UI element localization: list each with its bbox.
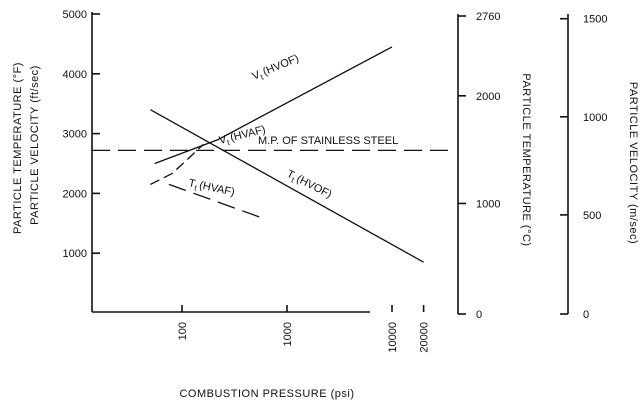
x-tick-label-20000: 20000 [419,322,431,353]
left-tick-label-1000: 1000 [63,248,87,260]
r2-tick-label-0: 0 [583,309,589,321]
right-axis-title-ms: PARTICLE VELOCITY (m/sec) [627,82,639,244]
series-line-t-t-hvaf- [168,183,264,220]
series-line-v-t-hvaf- [150,143,204,185]
series-line-v-t-hvof- [154,46,393,165]
r1-tick-label-1000: 1000 [476,198,500,210]
left-axis-title-velocity: PARTICLE VELOCITY (ft/sec) [29,65,41,225]
r1-tick-label-2000: 2000 [476,91,500,103]
label-tt-hvaf: Tt(HVAF) [187,177,236,200]
series-layer [92,46,452,263]
x-tick-label-10000: 10000 [387,322,399,353]
right-y-axis-celsius: 0 1000 2000 2760 PARTICLE TEMPERATURE (°C) [457,11,532,321]
left-tick-label-4000: 4000 [63,69,87,81]
r1-tick-label-2760: 2760 [476,11,500,23]
left-tick-label-3000: 3000 [63,129,87,141]
r1-tick-label-0: 0 [476,309,482,321]
left-tick-label-2000: 2000 [63,188,87,200]
r2-tick-label-500: 500 [583,210,601,222]
right-y-axis-ms: 0 500 1000 1500 PARTICLE VELOCITY (m/sec) [560,14,639,321]
r2-tick-label-1000: 1000 [583,112,607,124]
left-y-axis: 1000 2000 3000 4000 5000 PARTICLE TEMPERATUR… [12,9,100,312]
series-labels: Vt(HVOF) Tt(HVOF) Vt(HVAF) Tt(HVAF) M.P.… [187,52,398,200]
label-vt-hvof: Vt(HVOF) [250,52,301,84]
x-axis-title: COMBUSTION PRESSURE (psi) [179,388,354,400]
x-tick-label-100: 100 [177,322,189,340]
x-tick-label-1000: 1000 [282,322,294,346]
left-tick-label-5000: 5000 [63,9,87,21]
right-axis-title-celsius: PARTICLE TEMPERATURE (°C) [520,73,532,246]
x-axis: 100 1000 10000 20000 COMBUSTION PRESSURE (p… [92,305,431,400]
left-axis-title-temperature: PARTICLE TEMPERATURE (°F) [12,62,24,234]
series-line-t-t-hvof- [150,109,424,263]
r2-tick-label-1500: 1500 [583,14,607,26]
label-melting-point: M.P. OF STAINLESS STEEL [258,135,398,147]
